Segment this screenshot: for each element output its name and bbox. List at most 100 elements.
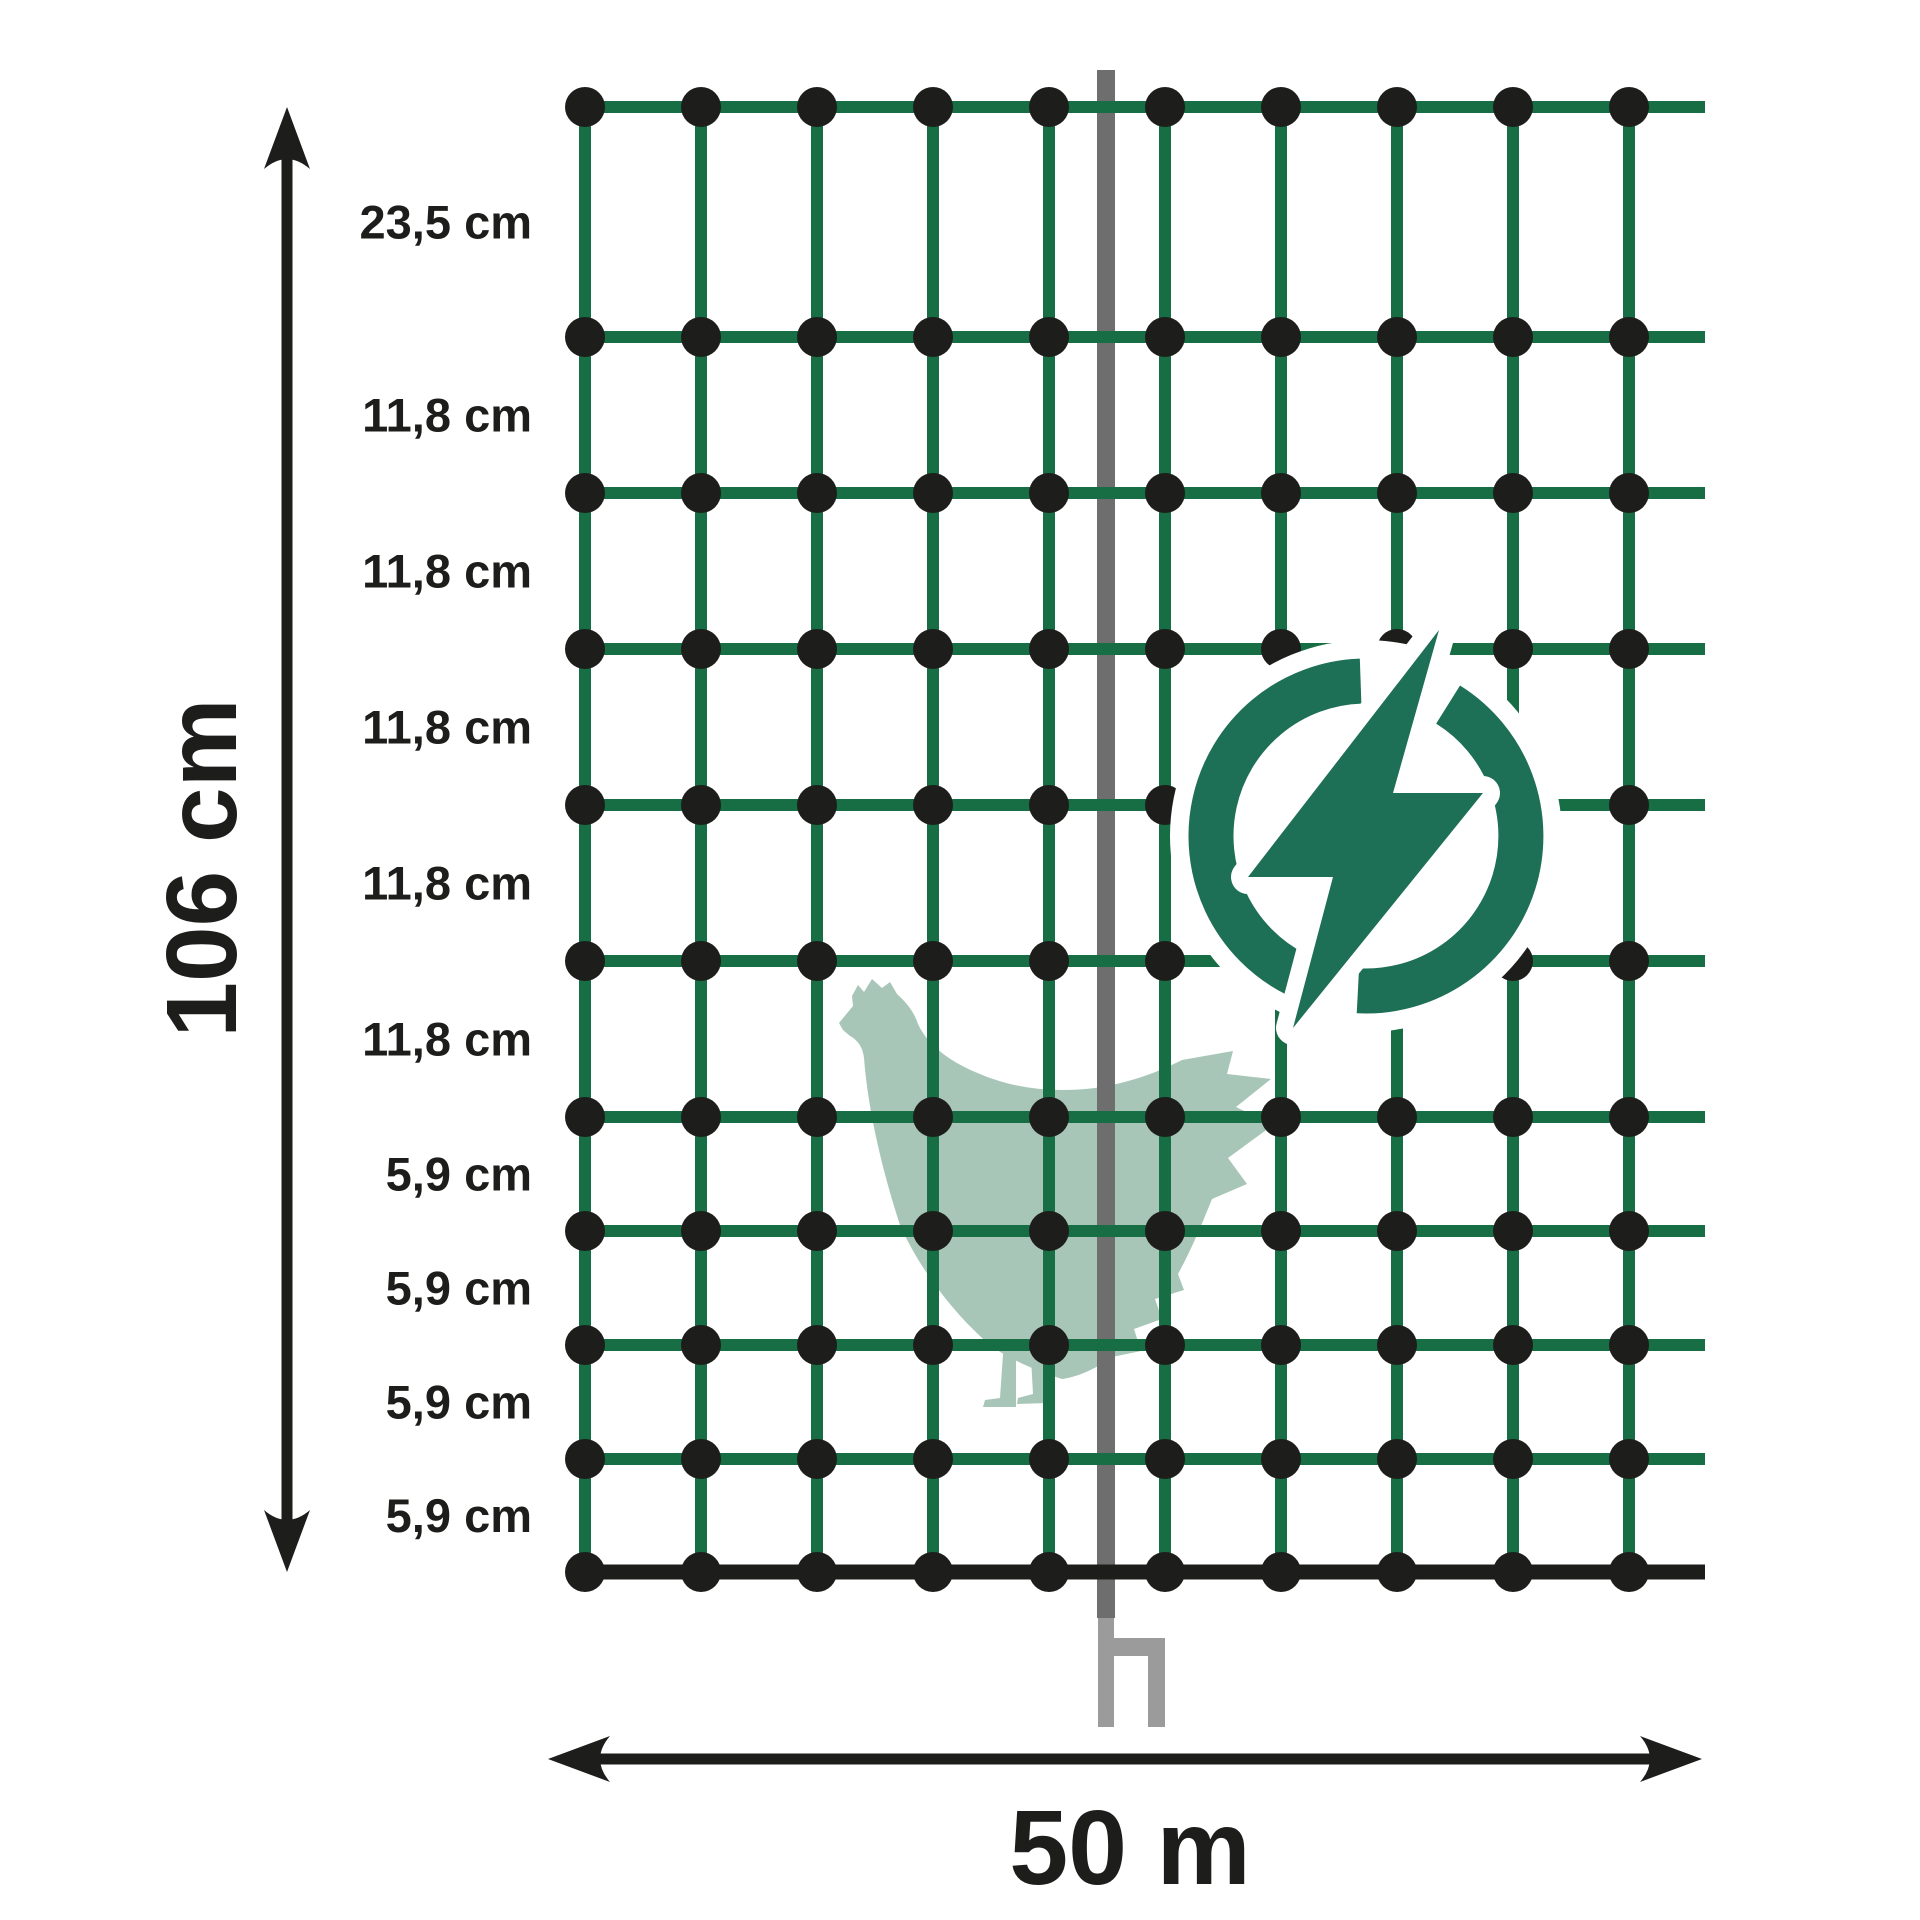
net-knot: [913, 785, 953, 825]
icon-ring-right-arc: [1356, 685, 1544, 1014]
net-knot: [1493, 1325, 1533, 1365]
net-knot: [1609, 87, 1649, 127]
lightning-bolt-icon: [1248, 630, 1483, 1028]
net-knot: [1493, 1097, 1533, 1137]
net-knot: [1029, 941, 1069, 981]
chicken-front-leg: [983, 1340, 1016, 1407]
mesh-spacing-label: 11,8 cm: [362, 857, 532, 910]
net-knot: [913, 1439, 953, 1479]
net-knot: [1029, 87, 1069, 127]
net-knot: [565, 1439, 605, 1479]
net-knot: [1145, 1325, 1185, 1365]
net-knot: [565, 941, 605, 981]
net-knot: [1377, 87, 1417, 127]
length-arrowhead-left: [548, 1736, 610, 1782]
net-knot: [1145, 1097, 1185, 1137]
net-knot: [565, 785, 605, 825]
net-knot: [1029, 473, 1069, 513]
net-knot: [1029, 1552, 1069, 1592]
net-knot: [797, 785, 837, 825]
net-knot: [1261, 317, 1301, 357]
net-knot: [681, 1325, 721, 1365]
net-knot: [1493, 1211, 1533, 1251]
net-knot: [797, 1097, 837, 1137]
net-knot: [1261, 1439, 1301, 1479]
length-dimension-arrow: [548, 1736, 1702, 1782]
net-knot: [1145, 1552, 1185, 1592]
fence-post-step-leg: [1148, 1638, 1165, 1727]
fence-post-ground-spike: [1098, 1618, 1114, 1727]
net-knot: [913, 87, 953, 127]
net-knot: [1261, 1097, 1301, 1137]
net-knot: [1493, 1439, 1533, 1479]
net-knot: [1261, 1325, 1301, 1365]
net-knot: [1145, 1439, 1185, 1479]
net-knot: [681, 629, 721, 669]
net-knot: [797, 1211, 837, 1251]
net-knot: [1261, 473, 1301, 513]
net-knot: [1493, 1552, 1533, 1592]
net-knot: [1029, 629, 1069, 669]
net-knot: [1377, 1211, 1417, 1251]
mesh-spacing-labels: 23,5 cm 11,8 cm 11,8 cm 11,8 cm 11,8 cm 11,8 …: [360, 196, 532, 1543]
net-knot: [1493, 473, 1533, 513]
net-knot: [1377, 473, 1417, 513]
net-knot: [1609, 1552, 1649, 1592]
net-knot: [797, 1552, 837, 1592]
net-knot: [1261, 1552, 1301, 1592]
net-knot: [1609, 941, 1649, 981]
net-knot: [1609, 1211, 1649, 1251]
mesh-spacing-label: 11,8 cm: [362, 389, 532, 442]
net-knot: [565, 87, 605, 127]
net-knot: [565, 473, 605, 513]
mesh-spacing-label: 5,9 cm: [386, 1376, 532, 1429]
net-knot: [797, 1439, 837, 1479]
total-height-label: 106 cm: [146, 698, 258, 1037]
net-knot: [681, 1552, 721, 1592]
net-knot: [565, 1097, 605, 1137]
net-knot: [913, 1325, 953, 1365]
mesh-spacing-label: 11,8 cm: [362, 1013, 532, 1066]
net-knot: [797, 317, 837, 357]
net-knot: [681, 87, 721, 127]
net-knot: [1377, 1552, 1417, 1592]
net-knot: [1029, 1439, 1069, 1479]
net-knot: [1145, 473, 1185, 513]
net-knot: [913, 629, 953, 669]
net-knot: [565, 1211, 605, 1251]
net-knot: [681, 473, 721, 513]
net-knot: [1609, 473, 1649, 513]
net-knot: [565, 317, 605, 357]
net-knot: [681, 1211, 721, 1251]
net-knot: [565, 629, 605, 669]
net-knot: [797, 473, 837, 513]
net-knot: [913, 317, 953, 357]
fence-post-upper: [1097, 70, 1115, 1618]
net-knot: [1261, 1211, 1301, 1251]
mesh-spacing-label: 11,8 cm: [362, 701, 532, 754]
net-knot: [681, 317, 721, 357]
mesh-spacing-label: 5,9 cm: [386, 1148, 532, 1201]
net-knot: [1029, 1211, 1069, 1251]
net-knot: [1609, 1097, 1649, 1137]
length-arrowhead-right: [1640, 1736, 1702, 1782]
height-dimension-arrow: [264, 107, 310, 1572]
mesh-spacing-label: 11,8 cm: [362, 545, 532, 598]
net-knot: [1145, 87, 1185, 127]
mesh-spacing-label: 5,9 cm: [386, 1262, 532, 1315]
net-knot: [1377, 1325, 1417, 1365]
net-knot: [913, 1097, 953, 1137]
net-knot: [1377, 1097, 1417, 1137]
electric-energized-icon: [1170, 613, 1562, 1045]
net-knot: [1029, 1325, 1069, 1365]
total-length-label: 50 m: [1009, 1789, 1251, 1907]
net-knot: [797, 1325, 837, 1365]
net-knot: [1609, 1439, 1649, 1479]
net-knot: [1377, 1439, 1417, 1479]
net-knot: [797, 941, 837, 981]
net-knot: [681, 1097, 721, 1137]
net-knot: [913, 473, 953, 513]
net-knot: [1493, 87, 1533, 127]
